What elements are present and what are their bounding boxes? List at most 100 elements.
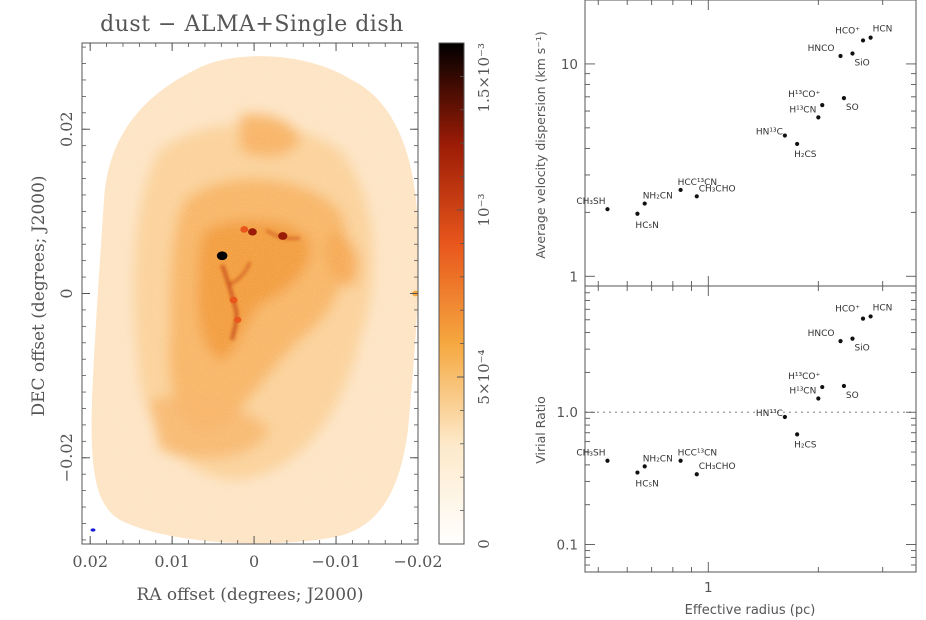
data-point (678, 458, 683, 463)
y-tick-label: 1.0 (557, 405, 578, 421)
colorbar-tick-label: 0 (475, 539, 493, 549)
point-label: CH₃CHO (699, 462, 736, 472)
point-label: SiO (854, 58, 869, 68)
point-label: H¹³CN (789, 387, 816, 397)
point-label: HNCO (808, 44, 835, 54)
data-point (850, 336, 855, 341)
dust-peak (248, 228, 257, 236)
data-point (868, 35, 873, 40)
data-point (795, 141, 800, 147)
velocity-dispersion-panel: 1 10 HCN HCO⁺HNCO SiO H¹³CO⁺ H¹³CN SO HN¹³C H₂CS… (533, 0, 917, 287)
point-label: H₂CS (794, 440, 817, 450)
point-label: HN¹³C (756, 128, 783, 138)
data-point (838, 53, 843, 59)
colorbar-ticks (457, 42, 464, 545)
point-label: HCN (873, 25, 893, 35)
map-title: dust − ALMA+Single dish (100, 12, 404, 37)
point-label: CH₃SH (576, 197, 605, 207)
dust-peak (216, 251, 228, 261)
dust-peak (229, 296, 238, 304)
data-point (838, 338, 843, 344)
point-label: H¹³CO⁺ (788, 372, 820, 382)
map-y-tick-label: −0.02 (57, 433, 76, 482)
data-point (850, 51, 855, 56)
point-label: HC₅N (635, 221, 658, 231)
point-label: SiO (854, 344, 869, 354)
point-label: NH₂CN (643, 192, 673, 202)
map-x-tick-label: 0.01 (154, 552, 190, 571)
point-label: HC₅N (635, 480, 658, 490)
point-label: HCO⁺ (835, 305, 860, 315)
top-y-axis-label: Average velocity dispersion (km s⁻¹) (533, 31, 548, 259)
bottom-plot-ticks: 0.1 1.0 1 (557, 285, 916, 596)
point-label: HCO⁺ (835, 26, 860, 36)
virial-ratio-panel: 0.1 1.0 1 HCN HCO⁺ HNCO SiO H¹³CO⁺ H¹³CN SO HN¹³C… (533, 285, 917, 618)
top-plot-ticks: 1 10 (561, 0, 916, 287)
map-x-tick-label: 0 (249, 552, 259, 571)
peaks-group (216, 226, 418, 323)
top-plot-points: HCN HCO⁺HNCO SiO H¹³CO⁺ H¹³CN SO HN¹³C H₂CS HCC¹… (576, 25, 892, 231)
map-ticks (82, 43, 419, 544)
dust-image (82, 43, 418, 544)
map-y-tick-label: 0 (57, 288, 76, 298)
point-label: NH₂CN (643, 454, 673, 464)
map-x-tick-label: −0.01 (312, 552, 361, 571)
colorbar-tick-label: 1.5×10⁻³ (475, 43, 493, 112)
data-point (642, 464, 647, 469)
y-tick-label: 0.1 (557, 538, 578, 554)
map-y-tick-label: 0.02 (57, 111, 76, 147)
data-point (816, 396, 821, 401)
map-x-axis-label: RA offset (degrees; J2000) (136, 585, 363, 605)
point-label: HCN (873, 303, 893, 313)
dust-peak (278, 232, 288, 240)
point-label: H₂CS (794, 150, 817, 160)
point-label: H¹³CO⁺ (788, 90, 820, 100)
point-label: SO (846, 391, 859, 401)
y-tick-label: 10 (561, 57, 578, 73)
dust-map-panel: dust − ALMA+Single dish (29, 12, 493, 605)
beam-ellipse (90, 528, 96, 532)
bottom-plot-frame (584, 285, 917, 573)
point-label: SO (846, 103, 859, 113)
colorbar (438, 42, 465, 545)
data-point (841, 383, 847, 389)
data-point (816, 115, 821, 120)
data-point (642, 201, 647, 206)
data-point (860, 38, 866, 43)
point-label: HN¹³C (756, 409, 783, 419)
map-y-tick-labels: 0.02 0 −0.02 (57, 111, 76, 482)
point-label: CH₃CHO (699, 184, 736, 194)
dust-peak (240, 226, 249, 233)
data-point (860, 316, 866, 321)
data-point (678, 187, 683, 193)
map-x-tick-label: 0.02 (72, 552, 108, 571)
bottom-y-axis-label: Virial Ratio (533, 396, 548, 464)
top-plot-frame (584, 0, 917, 287)
map-x-tick-labels: 0.02 0.01 0 −0.01 −0.02 (72, 552, 442, 571)
colorbar-tick-label: 10⁻³ (475, 193, 493, 226)
data-point (841, 96, 847, 101)
data-point (694, 194, 699, 199)
data-point (782, 414, 787, 420)
point-label: H¹³CN (789, 105, 816, 115)
map-x-tick-label: −0.02 (393, 552, 442, 571)
bottom-x-axis-label: Effective radius (pc) (685, 603, 816, 618)
data-point (820, 102, 825, 108)
data-point (782, 133, 787, 138)
bottom-plot-points: HCN HCO⁺ HNCO SiO H¹³CO⁺ H¹³CN SO HN¹³C H₂CS HCC¹… (576, 303, 892, 489)
point-label: HCC¹³CN (678, 178, 718, 188)
data-point (868, 314, 873, 319)
data-point (635, 470, 640, 475)
map-noise (82, 43, 418, 544)
x-tick-label: 1 (704, 580, 713, 596)
y-tick-label: 1 (569, 269, 578, 285)
point-label: HCC¹³CN (678, 449, 718, 459)
data-point (605, 207, 610, 212)
dust-peak (233, 316, 242, 323)
colorbar-tick-label: 5×10⁻⁴ (475, 349, 493, 404)
data-point (820, 384, 825, 390)
data-point (635, 211, 640, 216)
map-y-axis-label: DEC offset (degrees; J2000) (29, 175, 49, 416)
data-point (694, 472, 699, 477)
